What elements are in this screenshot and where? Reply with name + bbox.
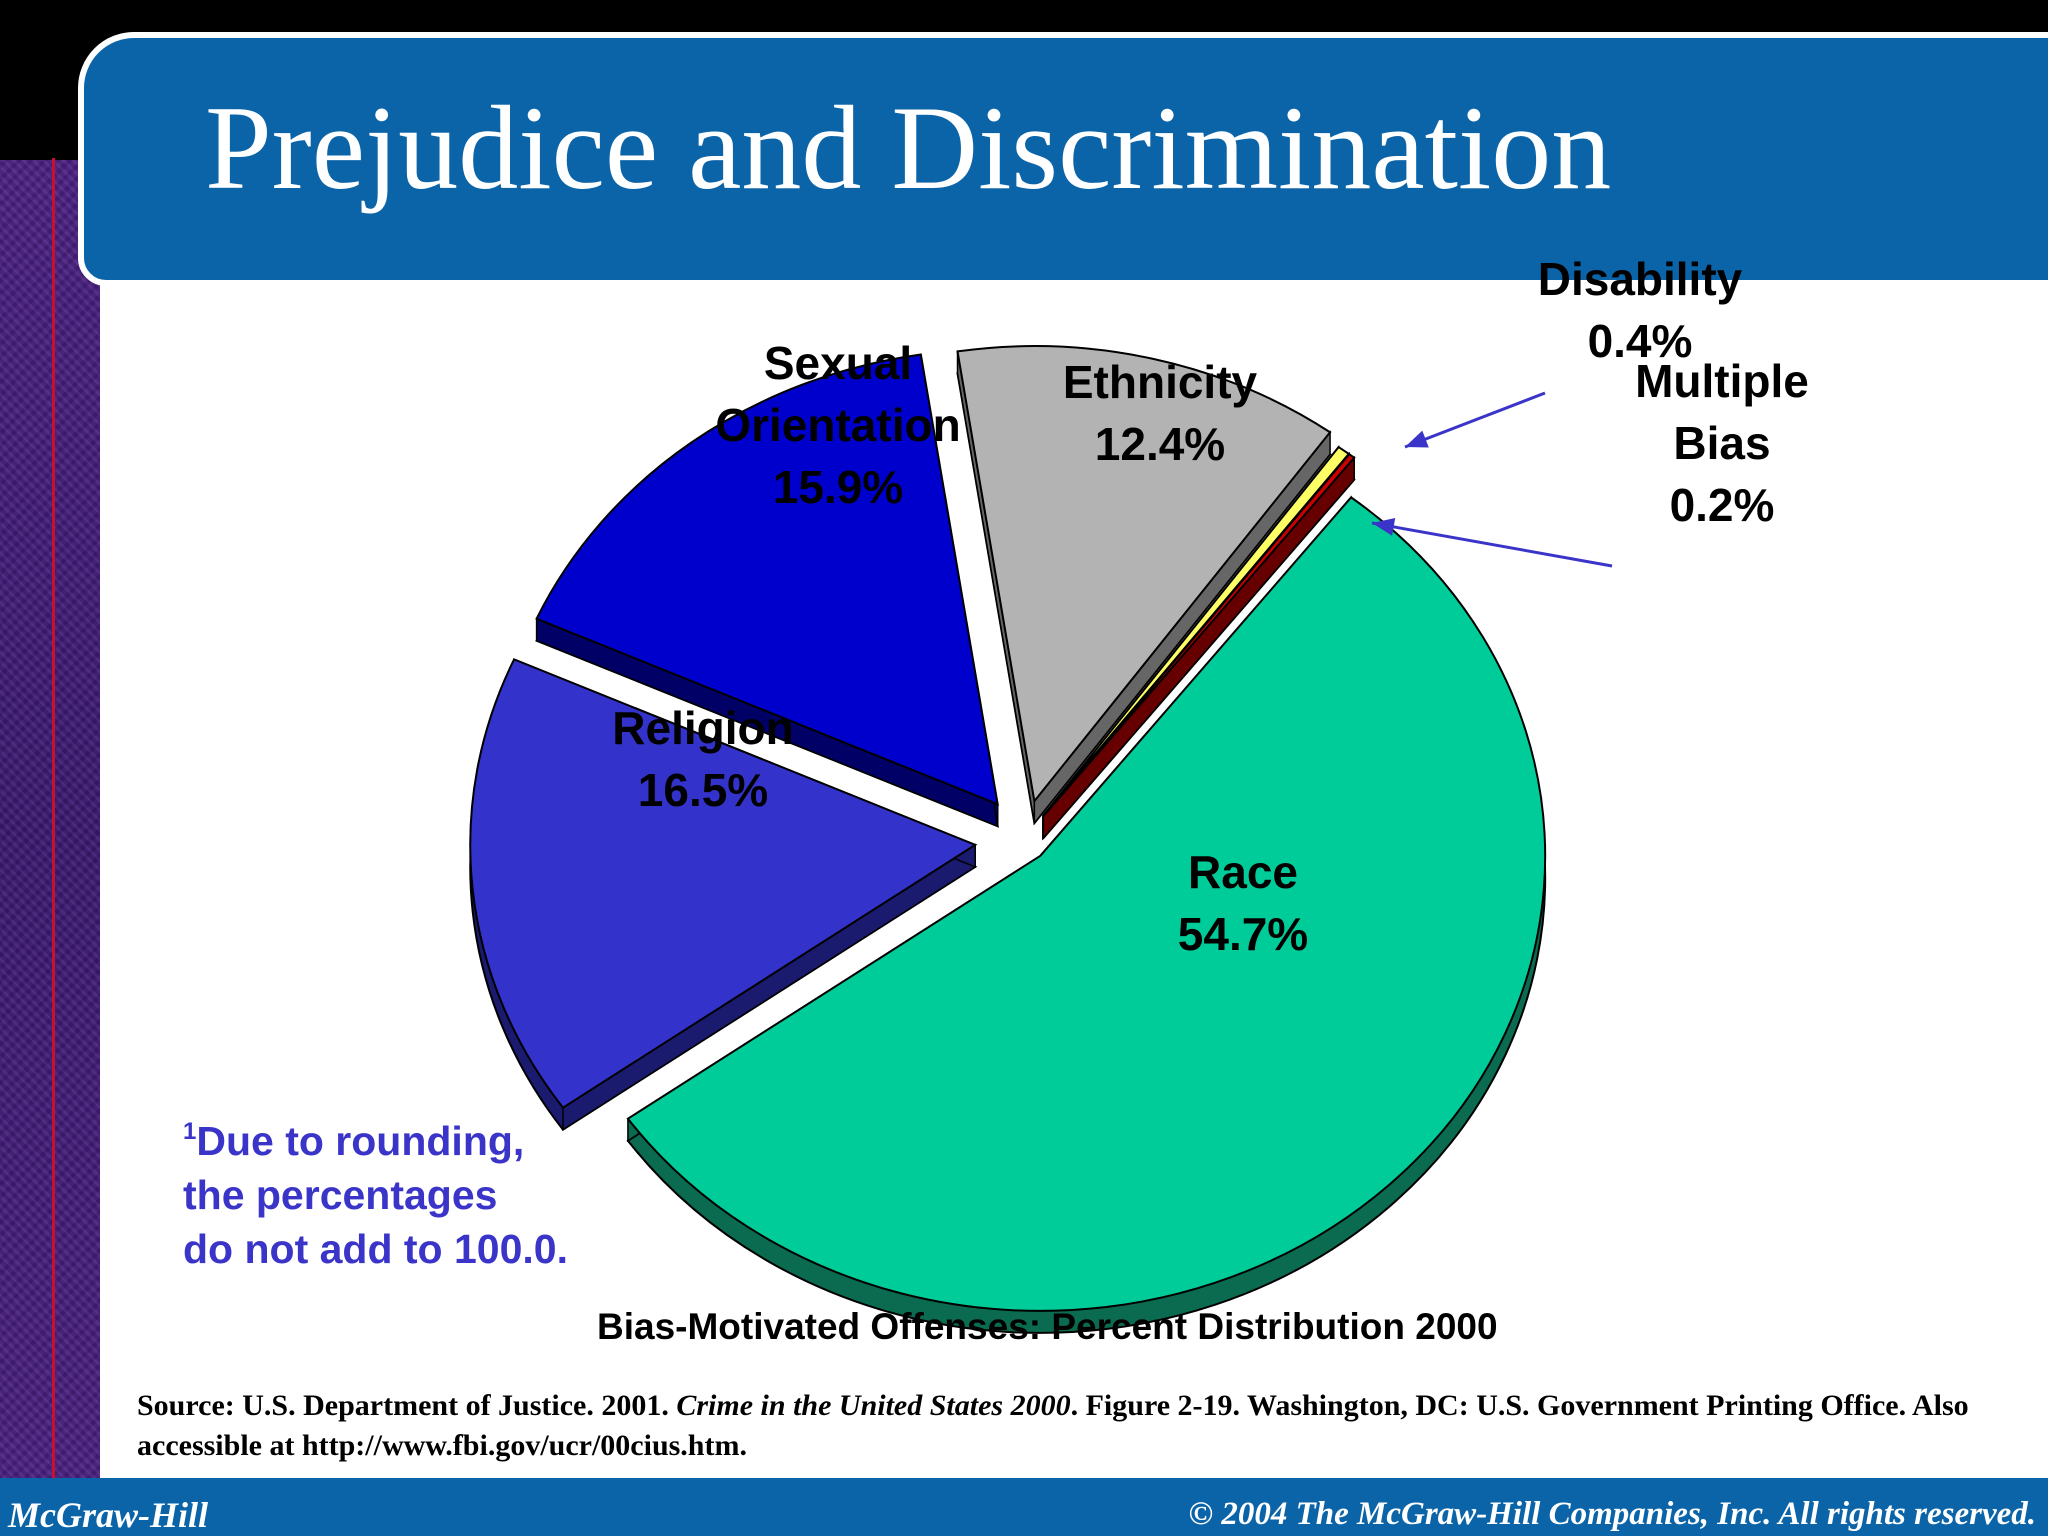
pie-slice-race	[626, 496, 1547, 1312]
slice-label-line-multiple-bias-2: 0.2%	[1670, 479, 1775, 531]
pie-slice-religion	[469, 658, 978, 1109]
callout-arrowhead-disability	[1405, 430, 1429, 448]
callout-arrowhead-multiple-bias	[1372, 518, 1396, 536]
slice-label-sexual-orientation: Sexual Orientation 15.9%	[715, 337, 960, 513]
pie-slice-multiple-bias	[1042, 452, 1356, 817]
title-banner	[78, 32, 2048, 286]
source-suffix: . Figure 2-19. Washington, DC: U.S. Gove…	[137, 1389, 1969, 1462]
slide-title: Prejudice and Discrimination	[205, 81, 1612, 214]
rounding-footnote: 1Due to rounding, the percentages do not a…	[183, 1105, 568, 1276]
footer-copyright: © 2004 The McGraw-Hill Companies, Inc. A…	[1188, 1496, 2036, 1532]
decorative-side-strip	[0, 160, 100, 1495]
footnote-marker: 1	[183, 1118, 197, 1145]
footnote-line-1: Due to rounding,	[196, 1118, 525, 1164]
callout-arrows	[1371, 391, 1613, 568]
slice-label-line-ethnicity-1: 12.4%	[1095, 418, 1225, 470]
source-title: Crime in the United States 2000	[676, 1389, 1071, 1422]
slice-label-line-multiple-bias-0: Multiple	[1635, 355, 1809, 407]
slice-label-religion: Religion 16.5%	[612, 702, 793, 816]
decorative-red-rule	[52, 158, 55, 1483]
slice-labels: Race 54.7% Religion 16.5% Sexual Orientation 1…	[612, 253, 1809, 960]
slice-label-line-multiple-bias-1: Bias	[1673, 417, 1770, 469]
footer-publisher: McGraw-Hill	[8, 1495, 209, 1535]
slice-label-multiple-bias: Multiple Bias 0.2%	[1635, 355, 1809, 531]
slice-label-line-sexual-orientation-2: 15.9%	[773, 461, 903, 513]
footnote-line-3: do not add to 100.0.	[183, 1226, 568, 1272]
chart-title: Bias-Motivated Offenses: Percent Distrib…	[597, 1306, 1498, 1347]
slice-label-line-religion-1: 16.5%	[638, 764, 768, 816]
slice-label-ethnicity: Ethnicity 12.4%	[1063, 356, 1258, 470]
slice-label-line-disability-1: 0.4%	[1588, 315, 1693, 367]
slice-label-line-ethnicity-0: Ethnicity	[1063, 356, 1258, 408]
slice-label-race: Race 54.7%	[1178, 846, 1308, 960]
slice-label-line-religion-0: Religion	[612, 702, 793, 754]
pie-slice-ethnicity	[956, 345, 1332, 804]
footnote-line-2: the percentages	[183, 1172, 498, 1218]
slice-label-line-disability-0: Disability	[1538, 253, 1743, 305]
slice-label-line-race-0: Race	[1188, 846, 1298, 898]
pie-slice-tops	[469, 345, 1547, 1312]
callout-line-multiple-bias	[1371, 521, 1613, 568]
slice-label-disability: Disability 0.4%	[1538, 253, 1743, 367]
pie-slice-sexual-orientation	[535, 353, 999, 806]
slice-label-line-race-1: 54.7%	[1178, 908, 1308, 960]
slice-label-line-sexual-orientation-1: Orientation	[715, 399, 960, 451]
footer-bar	[0, 1478, 2048, 1536]
source-citation: Source: U.S. Department of Justice. 2001…	[137, 1386, 2037, 1466]
slice-label-line-sexual-orientation-0: Sexual	[764, 337, 912, 389]
callout-line-disability	[1404, 391, 1546, 449]
source-prefix: Source: U.S. Department of Justice. 2001…	[137, 1389, 677, 1422]
